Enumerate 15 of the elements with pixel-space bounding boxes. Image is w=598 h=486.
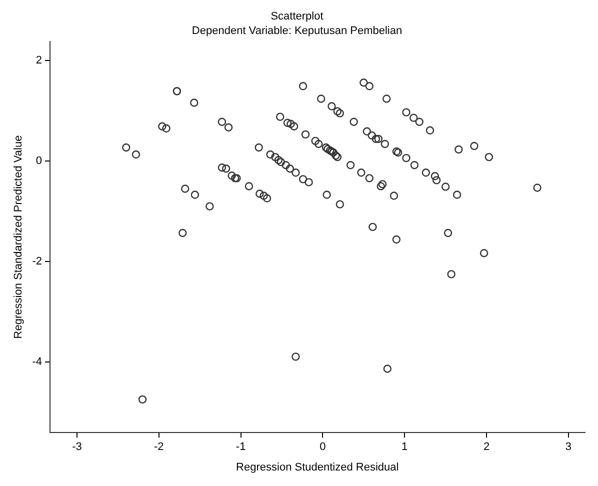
y-tick-label: 0 [36, 155, 42, 168]
x-axis-title: Regression Studentized Residual [236, 461, 399, 474]
x-tick-label: -1 [236, 441, 246, 454]
chart-subtitle: Dependent Variable: Keputusan Pembelian [192, 24, 402, 37]
chart-title: Scatterplot [270, 10, 324, 23]
x-tick-label: -2 [154, 441, 164, 454]
y-tick-label: -4 [32, 356, 42, 368]
y-tick-label: -2 [32, 256, 42, 268]
y-tick-label: 2 [36, 54, 42, 67]
x-tick-label: 3 [565, 441, 572, 454]
x-tick-label: 2 [483, 441, 490, 454]
x-tick-label: 0 [320, 441, 326, 454]
x-tick-label: -3 [72, 441, 82, 454]
x-tick-label: 1 [402, 441, 408, 454]
y-axis-title: Regression Standardized Predicted Value [12, 135, 25, 339]
